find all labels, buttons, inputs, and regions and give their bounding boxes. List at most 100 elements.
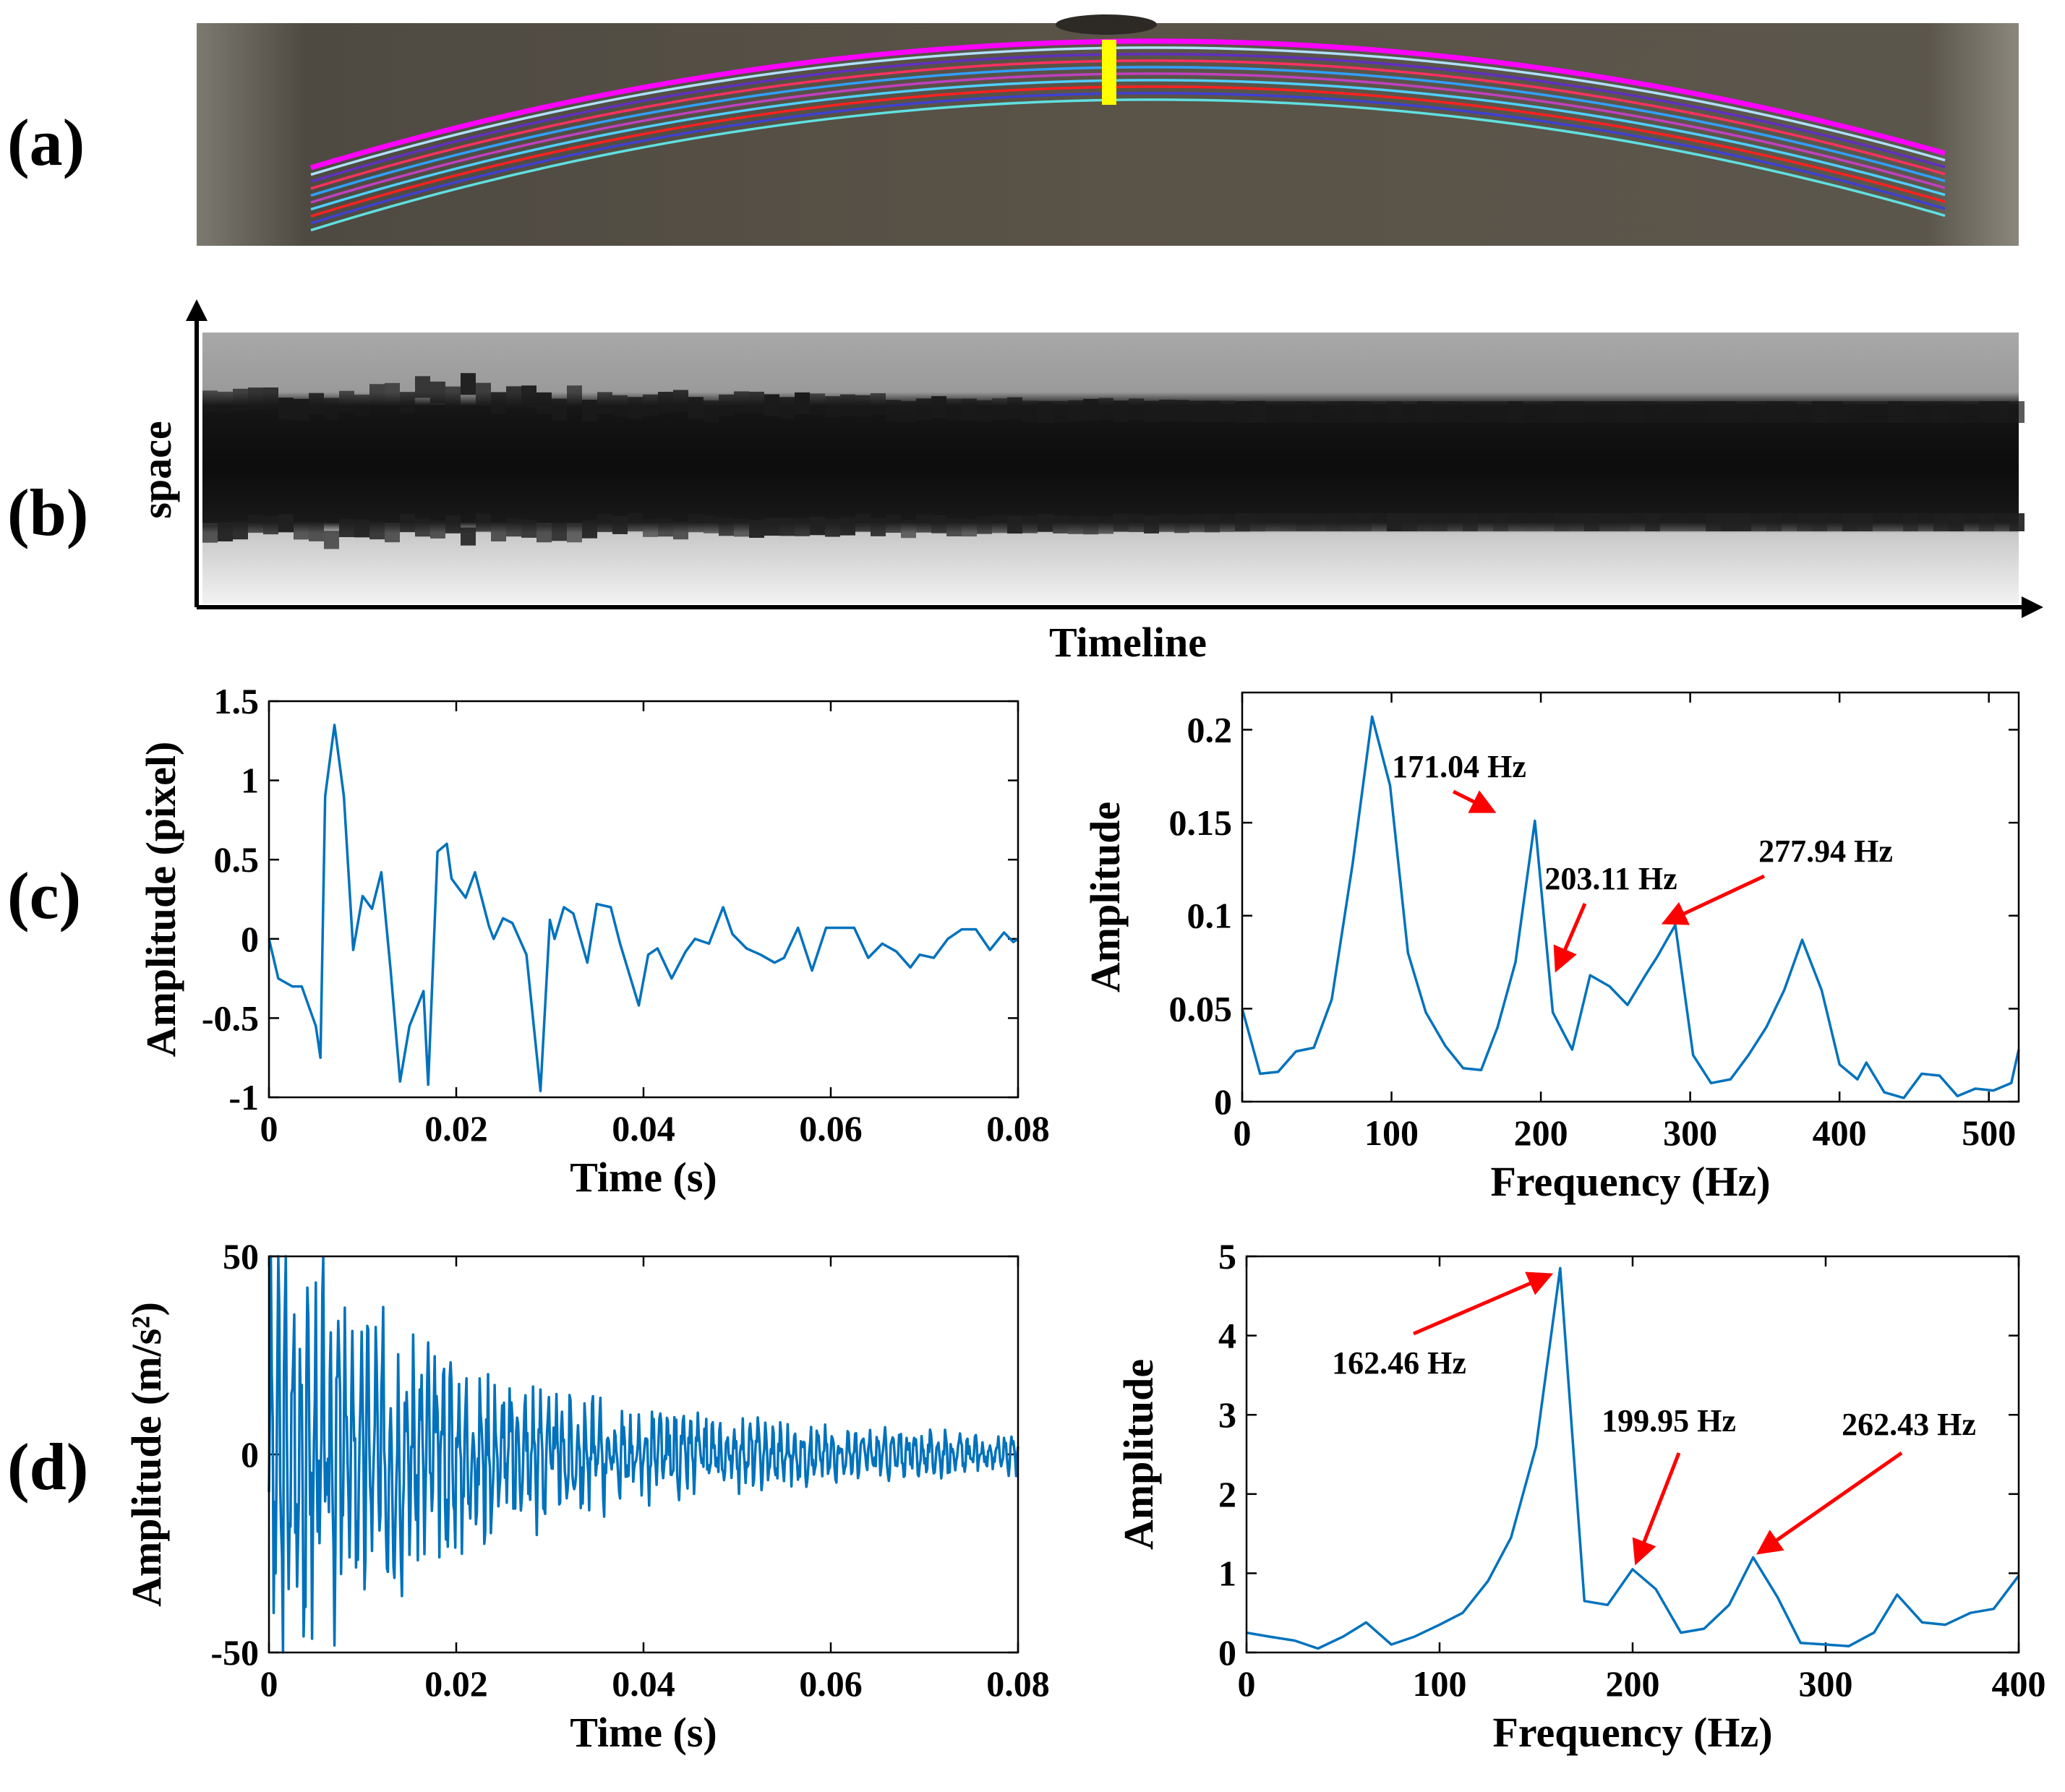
kymograph-column-bottom bbox=[1372, 513, 1387, 531]
kymograph-column-top bbox=[1554, 401, 1569, 423]
kymograph-column-bottom bbox=[1751, 513, 1766, 531]
space-axis-label: space bbox=[133, 421, 180, 518]
kymograph-column-top bbox=[430, 381, 445, 403]
annotation-arrow bbox=[1661, 874, 1766, 925]
kymograph-column-bottom bbox=[552, 523, 567, 541]
y-axis-label: Amplitude (pixel) bbox=[137, 742, 184, 1058]
x-tick-label: 0 bbox=[260, 1108, 278, 1149]
kymograph-column-bottom bbox=[1022, 515, 1038, 533]
kymograph-column-bottom bbox=[1523, 513, 1539, 531]
kymograph-column-bottom bbox=[294, 521, 309, 540]
kymograph-column-top bbox=[1706, 401, 1721, 423]
kymograph-column-top bbox=[855, 395, 871, 417]
kymograph-column-bottom bbox=[1235, 513, 1250, 532]
kymograph-column-bottom bbox=[1220, 513, 1235, 532]
x-tick-label: 200 bbox=[1514, 1113, 1568, 1153]
kymograph-column-bottom bbox=[658, 518, 673, 537]
beam-edge-lines bbox=[309, 38, 1946, 232]
kymograph-column-bottom bbox=[369, 521, 385, 540]
y-tick-label: 0.15 bbox=[1169, 802, 1233, 843]
kymograph-column-bottom bbox=[1994, 513, 2009, 531]
kymograph-column-top bbox=[1827, 401, 1842, 423]
kymograph-column-bottom bbox=[1250, 513, 1265, 532]
beam-edge-line bbox=[310, 92, 1946, 225]
kymograph-column-bottom bbox=[810, 517, 825, 536]
beam-edge-line bbox=[310, 53, 1946, 183]
kymograph-column-top bbox=[1372, 401, 1387, 423]
kymograph-column-top bbox=[248, 387, 263, 410]
kymograph-column-top bbox=[1068, 400, 1083, 422]
kymograph-column-bottom bbox=[309, 523, 324, 541]
x-tick-label: 0.02 bbox=[424, 1663, 488, 1704]
kymograph-column-bottom bbox=[354, 519, 369, 538]
kymograph-column-top bbox=[1159, 399, 1174, 421]
kymograph-column-top bbox=[218, 391, 233, 413]
kymograph-column-bottom bbox=[764, 518, 779, 536]
kymograph-column-bottom bbox=[1098, 515, 1113, 534]
kymograph-column-top bbox=[1949, 401, 1964, 423]
y-tick-label: 1 bbox=[241, 760, 259, 801]
kymograph-column-top bbox=[977, 400, 992, 422]
kymograph-column-bottom bbox=[415, 518, 430, 537]
kymograph-column-bottom bbox=[962, 518, 977, 537]
kymograph-column-bottom bbox=[643, 518, 658, 537]
kymograph-column-bottom bbox=[506, 518, 521, 537]
kymograph-column-top bbox=[597, 392, 612, 414]
kymograph-column-bottom bbox=[202, 524, 218, 543]
kymograph-column-bottom bbox=[1812, 513, 1827, 531]
kymograph-column-bottom bbox=[992, 515, 1007, 533]
kymograph-column-bottom bbox=[536, 524, 552, 543]
annotation-arrow bbox=[1452, 789, 1497, 813]
kymograph-column-top bbox=[1326, 401, 1341, 423]
kymograph-column-top bbox=[1478, 401, 1493, 423]
kymograph-column-bottom bbox=[1129, 513, 1144, 532]
kymograph-column-top bbox=[1083, 398, 1098, 421]
kymograph-column-top bbox=[901, 400, 916, 423]
x-axis-label: Time (s) bbox=[570, 1709, 717, 1756]
annotation-label: 203.11 Hz bbox=[1544, 861, 1677, 896]
kymograph-column-top bbox=[324, 398, 339, 420]
kymograph-column-top bbox=[1463, 401, 1478, 423]
kymograph-column-top bbox=[1675, 401, 1690, 423]
kymograph-column-top bbox=[1903, 401, 1918, 423]
y-tick-label: 2 bbox=[1218, 1474, 1236, 1514]
kymograph-column-top bbox=[1933, 401, 1949, 423]
kymograph-column-top bbox=[1432, 401, 1448, 423]
kymograph-column-top bbox=[825, 396, 840, 419]
kymograph-column-bottom bbox=[1448, 513, 1463, 531]
y-tick-label: 0.2 bbox=[1187, 709, 1233, 750]
kymograph-column-bottom bbox=[1721, 513, 1736, 531]
kymograph-column-top bbox=[536, 392, 552, 414]
x-tick-label: 100 bbox=[1364, 1113, 1419, 1153]
kymograph-column-top bbox=[369, 384, 385, 406]
kymograph-column-top bbox=[1296, 401, 1311, 423]
kymograph-column-bottom bbox=[2009, 513, 2025, 531]
kymograph-column-top bbox=[1493, 401, 1508, 423]
x-tick-label: 0 bbox=[1234, 1113, 1252, 1153]
annotation-label: 277.94 Hz bbox=[1758, 833, 1893, 869]
kymograph-column-bottom bbox=[1964, 513, 1979, 531]
y-axis-label: Amplitude bbox=[1082, 802, 1129, 993]
beam-edge-line bbox=[310, 46, 1946, 176]
kymograph-column-bottom bbox=[1326, 513, 1341, 531]
kymograph-column-bottom bbox=[1205, 514, 1220, 533]
x-tick-label: 400 bbox=[1813, 1113, 1867, 1153]
kymograph-column-bottom bbox=[749, 520, 764, 539]
kymograph-column-top bbox=[1630, 401, 1645, 423]
annotation-arrow bbox=[1632, 1452, 1681, 1566]
x-tick-label: 0.02 bbox=[424, 1108, 488, 1149]
plot-frame bbox=[268, 700, 1019, 1099]
y-tick-label: -50 bbox=[210, 1632, 259, 1673]
kymograph-column-top bbox=[658, 392, 673, 414]
beam-edge-line bbox=[310, 98, 1946, 232]
kymograph-column-bottom bbox=[1038, 513, 1053, 532]
beam-edge-line bbox=[309, 38, 1946, 171]
kymograph-column-top bbox=[1402, 401, 1417, 423]
kymograph-column-top bbox=[1721, 401, 1736, 423]
series-line bbox=[1246, 1266, 2020, 1650]
plot-d-frequency-spectrum: 0 100 200 300 400 0 1 2 3 4 5 Frequency (Hz) Amplitu… bbox=[1115, 1236, 2046, 1756]
kymograph-column-bottom bbox=[1053, 515, 1068, 534]
kymograph-column-bottom bbox=[1296, 513, 1311, 531]
x-tick-label: 0.04 bbox=[612, 1663, 675, 1704]
x-tick-label: 0.08 bbox=[986, 1108, 1050, 1149]
